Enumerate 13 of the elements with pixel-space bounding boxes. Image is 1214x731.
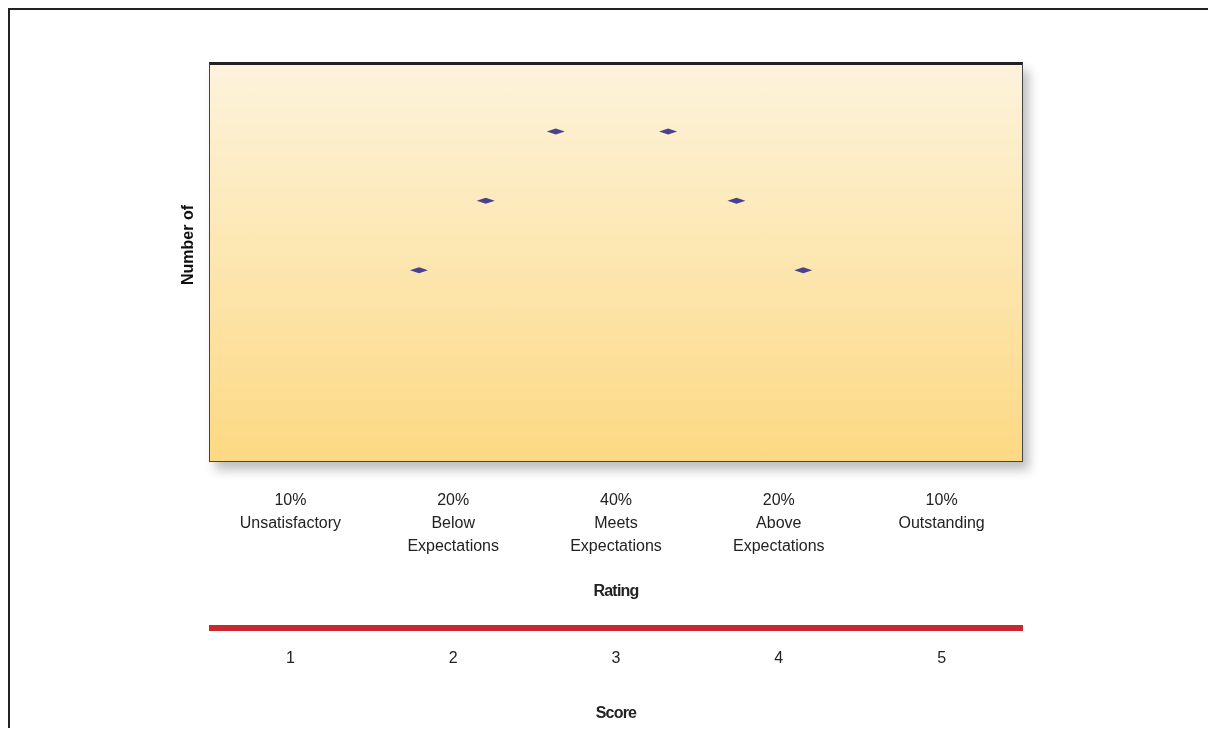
- x-tick-label: 1: [285, 649, 295, 667]
- x-tick-label: 4: [774, 649, 784, 667]
- text: 20% Below Expectations: [406, 490, 500, 556]
- text: 10% Outstanding: [897, 490, 986, 533]
- text: 40% Meets Expectations: [569, 490, 663, 556]
- x-tick-label: 2: [448, 649, 458, 667]
- x-tick-label: 3: [611, 649, 621, 667]
- text: 10% Unsatisfactory: [238, 490, 343, 533]
- text: 20% Above Expectations: [732, 490, 826, 556]
- text: Rating: [592, 582, 640, 600]
- x-axis-title: Score: [595, 704, 638, 721]
- x-tick-label: 5: [937, 649, 947, 667]
- y-axis-title: Number of: [178, 204, 196, 285]
